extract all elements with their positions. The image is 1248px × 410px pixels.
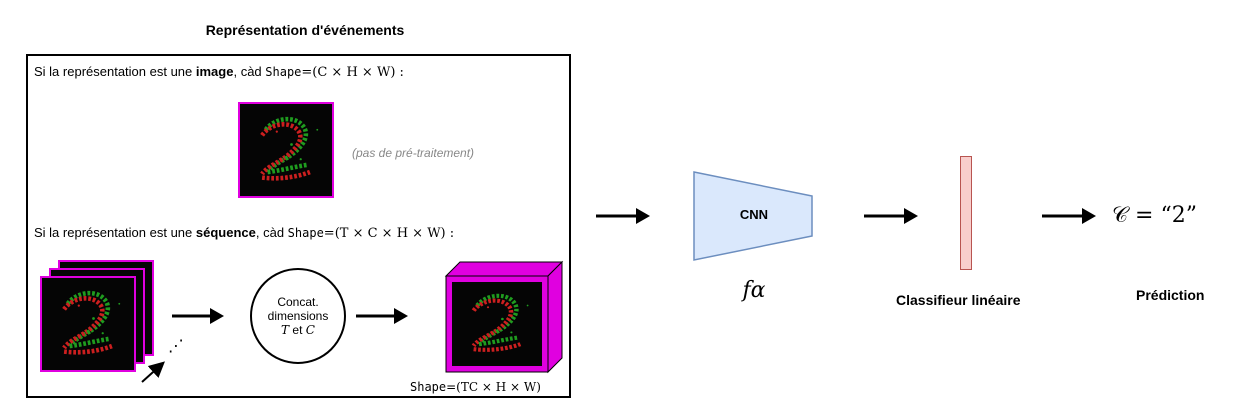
sequence-case-shape-word: Shape [287,226,324,240]
concat-dimensions-node: Concat. dimensions T et C [250,268,346,364]
output-shape-formula: =(TC × H × W) [446,380,541,394]
concatenated-volume-cube [444,260,564,374]
sequence-case-middle: , càd [255,225,288,240]
classifier-label: Classifieur linéaire [896,292,1021,308]
prediction-label: Prédiction [1136,287,1205,303]
concat-var-c: C [305,323,315,337]
arrow-right-icon [356,308,408,324]
concat-conj: et [292,323,303,337]
sequence-case-prefix: Si la représentation est une [34,225,196,240]
prediction-formula: 𝒞 = “2” [1112,203,1197,228]
cnn-block [693,171,813,261]
representation-panel [26,54,571,398]
sequence-depth-arrow-icon [141,361,165,383]
concat-line2: dimensions [267,309,329,323]
no-preprocessing-caption: (pas de pré-traitement) [352,146,475,160]
image-case-prefix: Si la représentation est une [34,64,196,79]
image-case-keyword: image [195,64,234,79]
sequence-case-shape-formula: =(T × C × H × W) : [323,226,455,241]
sequence-frame-front [40,276,136,372]
arrow-right-icon [864,208,918,224]
linear-classifier-block [960,156,972,270]
arrow-right-icon [1042,208,1096,224]
concat-var-t: T [281,323,290,337]
arrow-right-icon [596,208,650,224]
representation-title: Représentation d'événements [205,22,405,38]
sequence-case-keyword: séquence [195,225,256,240]
arrow-right-icon [172,308,224,324]
image-case-shape-formula: =(C × H × W) : [301,65,404,80]
cnn-label: CNN [739,207,769,222]
digit-two-event-icon [42,278,134,370]
sequence-ellipsis: ⋰ [168,338,184,355]
sequence-case-text: Si la représentation est une séquence, c… [34,225,454,241]
image-case-text: Si la représentation est une image, càd … [34,64,404,80]
image-case-shape-word: Shape [265,65,302,79]
concat-line3: T et C [281,323,315,337]
digit-two-event-icon [240,104,332,196]
output-shape-label: Shape=(TC × H × W) [410,378,541,396]
image-case-middle: , càd [233,64,266,79]
output-shape-word: Shape [410,380,447,394]
concat-line1: Concat. [277,295,319,309]
event-image-thumbnail [238,102,334,198]
cnn-function-label: fα [742,278,766,303]
